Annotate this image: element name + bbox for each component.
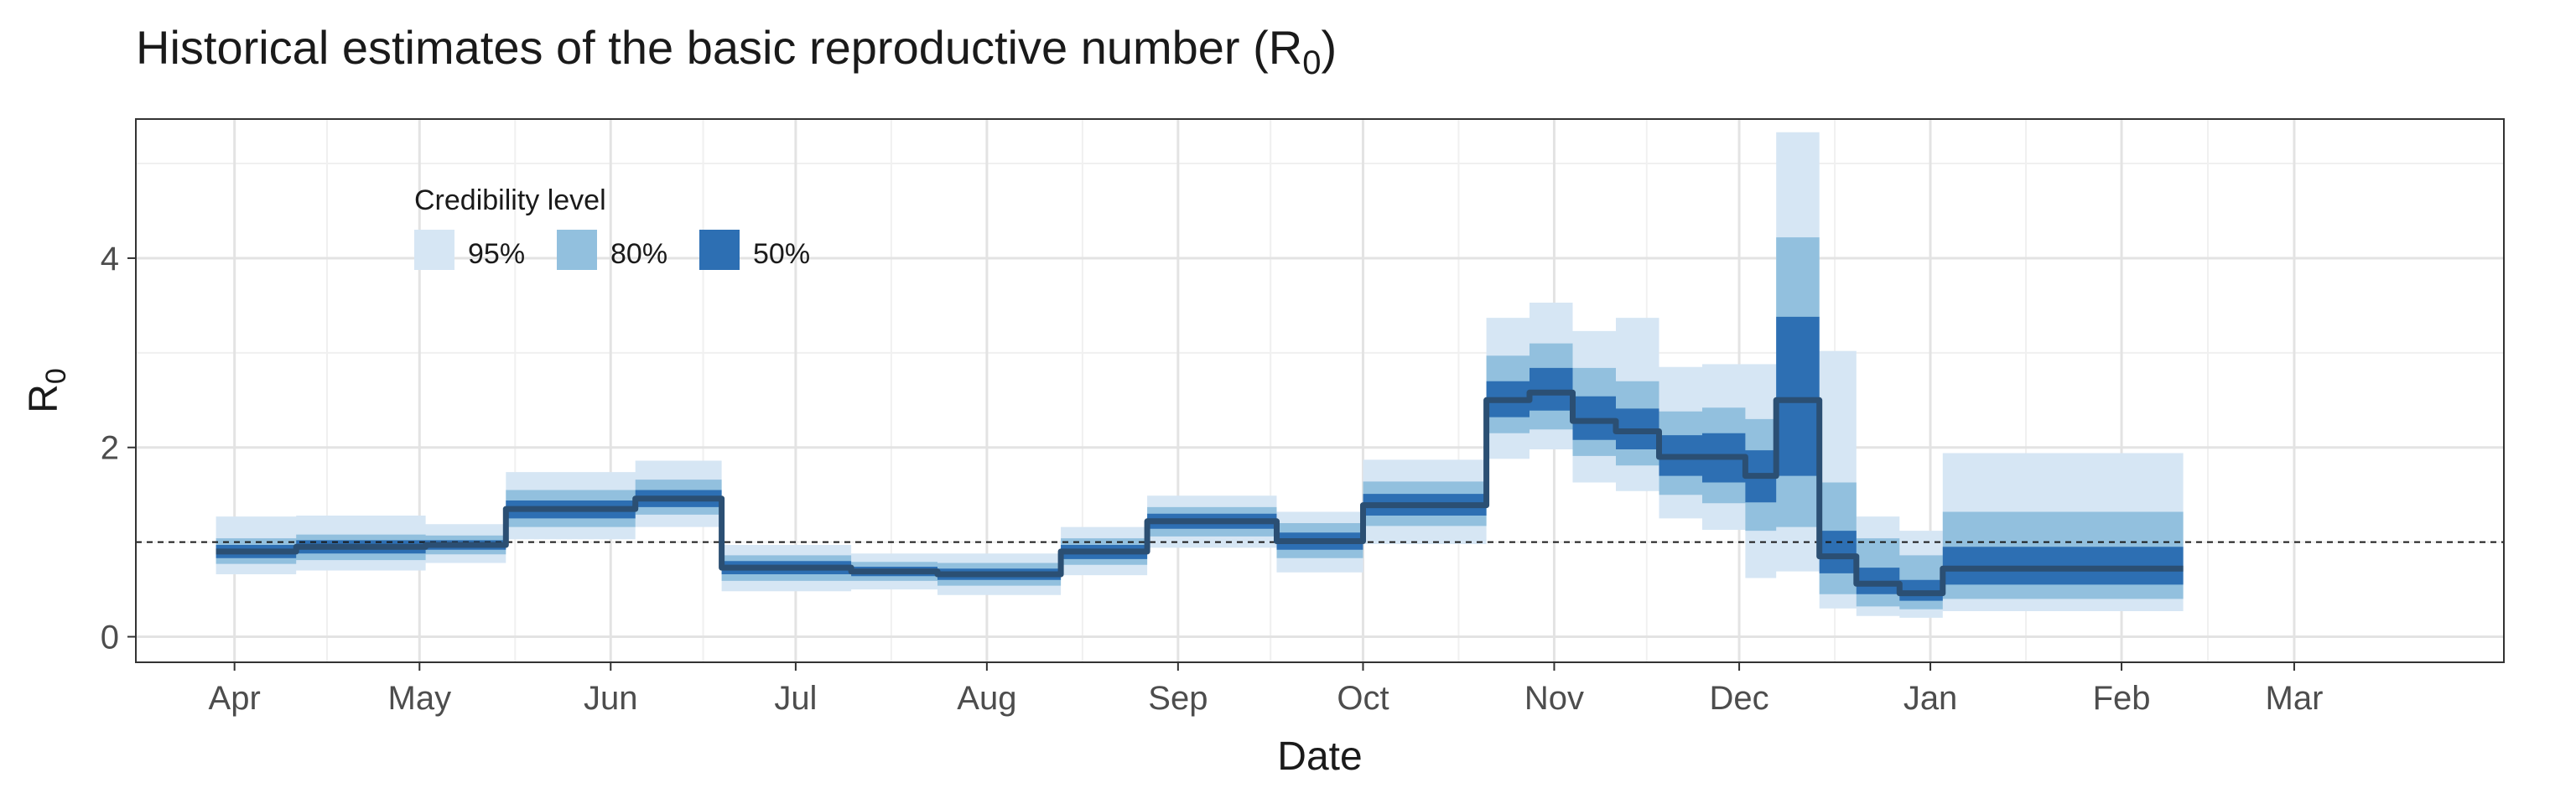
y-tick-label: 2 [101,430,119,467]
axis-layer: Apr May Jun Jul Aug Sep Oct Nov Dec Jan Feb Mar 0 2 4 [101,241,2324,717]
legend-label-50pct: 50% [753,238,810,270]
x-tick-label: Mar [2266,680,2324,717]
y-axis-title: R0 [22,368,72,413]
legend-key-80pct [557,230,597,270]
x-tick-label: Feb [2093,680,2151,717]
x-tick-label: Oct [1337,680,1389,717]
x-tick-label: Sep [1148,680,1208,717]
legend: Credibility level 95% 80% 50% [414,184,810,270]
y-axis-title-group: R0 [22,368,72,413]
panel-border [135,118,2505,663]
legend-label-95pct: 95% [468,238,525,270]
median-line [216,389,2184,597]
chart-title: Historical estimates of the basic reprod… [136,21,1337,81]
legend-title: Credibility level [414,184,606,216]
x-tick-label: Apr [209,680,261,717]
y-tick-label: 0 [101,620,119,656]
x-tick-label: Jan [1903,680,1958,717]
legend-key-50pct [699,230,740,270]
title-subscript: 0 [1302,44,1321,81]
x-axis-title: Date [1277,734,1362,779]
x-tick-label: Jun [584,680,638,717]
x-tick-label: Aug [957,680,1016,717]
x-tick-label: Jul [774,680,817,717]
legend-items: 95% 80% 50% [414,230,810,270]
median-line-layer [216,389,2184,597]
x-tick-label: Dec [1710,680,1769,717]
ci50-band [216,316,2184,601]
title-suffix: ) [1321,21,1337,74]
legend-key-95pct [414,230,454,270]
x-tick-label: May [388,680,452,717]
ci50-band-layer [216,316,2184,601]
x-tick-label: Nov [1524,680,1584,717]
legend-label-80pct: 80% [610,238,667,270]
y-axis-title-subscript: 0 [40,368,72,384]
y-tick-label: 4 [101,241,119,277]
